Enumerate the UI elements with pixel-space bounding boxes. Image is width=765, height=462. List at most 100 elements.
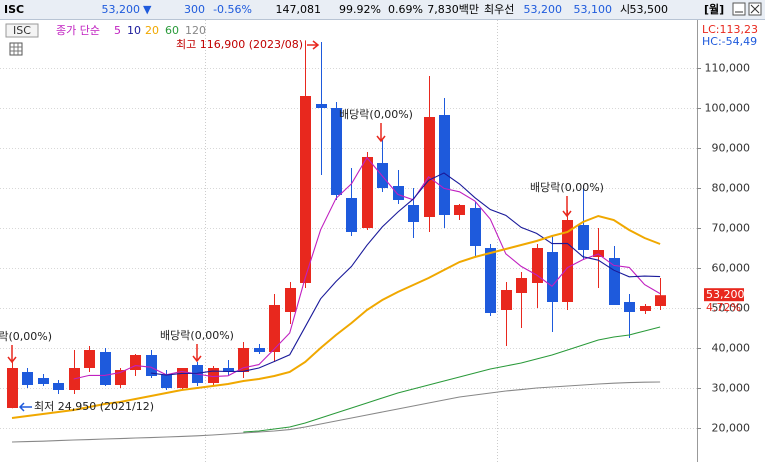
annotation-arrow [192,344,202,363]
candle-body [346,198,357,232]
candle-body [331,108,342,195]
candle-body [300,96,311,283]
best-ask: 53,200 [524,3,563,16]
annotation: 최고 116,900 (2023/08) [176,38,303,51]
volume: 147,081 [276,3,322,16]
annotation: 배당락(0,00%) [160,329,234,342]
annotation: 배당락(0,00%) [530,181,604,194]
y-tick-label: 60,000 [712,262,751,275]
y-tick-label: 70,000 [712,222,751,235]
y-tick-label: 80,000 [712,182,751,195]
best-label: 최우선 [484,3,514,16]
legend-entry: 20 [145,24,159,37]
candle-body [470,208,481,246]
change-rate: -0.56% [213,3,252,16]
candle-body [408,205,419,222]
symbol-box[interactable] [5,23,39,38]
volume-rate: 99.92% [339,3,381,16]
candle-body [424,117,435,217]
table-icon-lines [10,43,22,55]
candle-body [38,378,49,384]
turnover: 0.69% [388,3,423,16]
lc-label: LC:113,23 [702,23,758,36]
y-tick-label: 110,000 [705,62,751,75]
y-tick-label: 100,000 [705,102,751,115]
y-tick-label: 40,000 [712,342,751,355]
amount: 7,830백만 [427,3,479,16]
candle-body [22,372,33,385]
candle-body [84,350,95,368]
candle-body [161,375,172,388]
y-tick-label: 30,000 [712,382,751,395]
candle-body [238,348,249,372]
candle-body [454,205,465,215]
legend-entry: 10 [127,24,141,37]
annotation-arrow [376,123,386,143]
candle-body [501,290,512,310]
candle-body [362,157,373,228]
ma-line [150,172,661,376]
price: 53,200 [102,3,141,16]
candle-body [485,248,496,313]
candle-body [177,368,188,388]
current-change: 4.72% [706,301,741,314]
annotation-arrow [562,196,572,218]
open-label: 시 [620,3,630,16]
candle-body [655,295,666,306]
table-icon[interactable] [9,42,23,56]
candle-body [208,368,219,383]
y-tick-label: 50,000 [712,302,751,315]
candle-body [624,302,635,312]
annotation-arrow [18,402,32,412]
symbol: ISC [4,3,24,16]
legend-entry: 60 [165,24,179,37]
candle-body [223,368,234,372]
current-price-tag [704,288,744,302]
annotation: 배당락(0,00%) [0,330,52,343]
candle-body [316,104,327,108]
best-bid: 53,100 [574,3,613,16]
candle-body [146,355,157,376]
open: 53,500 [630,3,669,16]
candle-body [516,278,527,293]
candle-body [547,252,558,302]
candle-body [285,288,296,312]
candle-body [393,186,404,200]
symbol-box-label: ISC [13,24,31,37]
current-price-label: 53,200 [706,288,745,301]
ma-label: 종가 단순 [56,24,100,37]
change: 300 [184,3,205,16]
grid [0,20,697,462]
candle-body [269,305,280,352]
candle-body [254,348,265,352]
period-button[interactable]: [월] [704,2,724,16]
legend-entry: 120 [185,24,206,37]
ma-line [73,156,661,380]
candle-body [532,248,543,283]
annotation: 최저 24,950 (2021/12) [34,400,154,413]
annotation-arrow [7,345,17,364]
candle-body [562,220,573,302]
annotation: 배당락(0,00%) [339,108,413,121]
candle-body [100,352,111,385]
candle-body [115,370,126,385]
direction: ▼ [143,3,152,16]
candle-body [130,355,141,370]
candle-body [53,383,64,390]
annotation-arrow [307,40,320,50]
header-bar [0,0,765,19]
legend-entry: 5 [114,24,121,37]
candle-body [609,258,620,305]
ma-line [243,326,661,433]
button-icon [750,4,760,14]
hc-label: HC:-54,49 [702,35,757,48]
y-tick-label: 20,000 [712,422,751,435]
ma-line [11,214,661,419]
minimize-button[interactable] [732,2,746,16]
candle-body [439,115,450,215]
y-tick-label: 90,000 [712,142,751,155]
ma-line [11,381,661,443]
candle-body [578,225,589,250]
candle-body [7,368,18,408]
